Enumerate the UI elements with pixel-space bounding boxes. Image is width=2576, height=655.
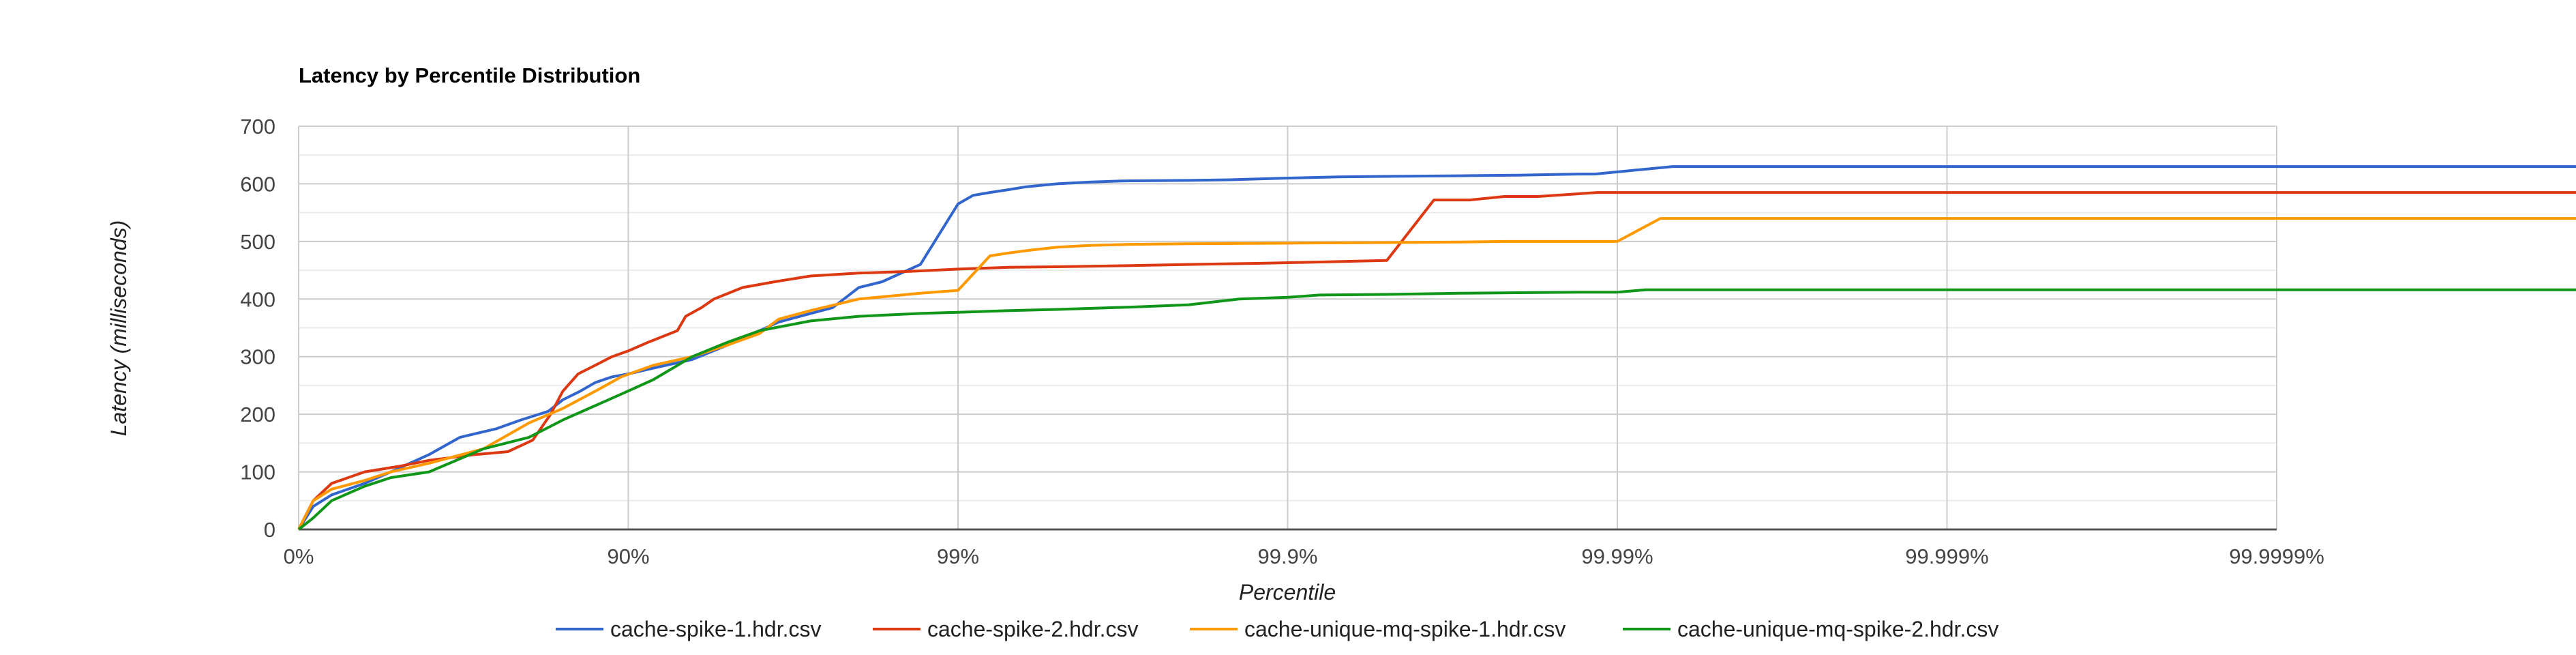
x-tick-label: 99%	[937, 544, 979, 568]
y-tick-label: 700	[240, 115, 275, 139]
legend: cache-spike-1.hdr.csv cache-spike-2.hdr.c…	[556, 617, 1998, 641]
major-gridlines	[298, 126, 2277, 531]
series-lines	[297, 165, 2576, 531]
y-tick-label: 0	[264, 518, 275, 542]
legend-label: cache-unique-mq-spike-2.hdr.csv	[1677, 617, 1998, 641]
series-line	[297, 191, 2576, 530]
y-tick-label: 500	[240, 230, 275, 254]
y-axis-title: Latency (milliseconds)	[106, 220, 131, 437]
chart-title: Latency by Percentile Distribution	[299, 63, 640, 87]
x-axis-tick-labels: 0% 90% 99% 99.9% 99.99% 99.999% 99.9999%	[284, 544, 2324, 568]
x-tick-label: 99.9%	[1258, 544, 1318, 568]
x-tick-label: 99.9999%	[2229, 544, 2324, 568]
y-tick-label: 200	[240, 403, 275, 426]
x-tick-label: 0%	[284, 544, 314, 568]
series-line	[297, 217, 2576, 530]
x-tick-label: 90%	[607, 544, 649, 568]
series-line	[297, 165, 2576, 531]
legend-item: cache-spike-1.hdr.csv	[556, 617, 821, 641]
x-axis-title: Percentile	[1239, 580, 1336, 605]
y-tick-label: 300	[240, 345, 275, 369]
x-tick-label: 99.99%	[1581, 544, 1653, 568]
legend-item: cache-unique-mq-spike-1.hdr.csv	[1190, 617, 1566, 641]
legend-item: cache-unique-mq-spike-2.hdr.csv	[1623, 617, 1998, 641]
y-tick-label: 400	[240, 287, 275, 311]
x-tick-label: 99.999%	[1905, 544, 1988, 568]
y-tick-label: 100	[240, 461, 275, 484]
legend-label: cache-spike-1.hdr.csv	[610, 617, 821, 641]
legend-label: cache-unique-mq-spike-1.hdr.csv	[1244, 617, 1566, 641]
series-line	[297, 288, 2576, 531]
legend-item: cache-spike-2.hdr.csv	[873, 617, 1138, 641]
y-axis-tick-labels: 0 100 200 300 400 500 600 700	[240, 115, 275, 542]
legend-label: cache-spike-2.hdr.csv	[927, 617, 1138, 641]
y-tick-label: 600	[240, 172, 275, 196]
